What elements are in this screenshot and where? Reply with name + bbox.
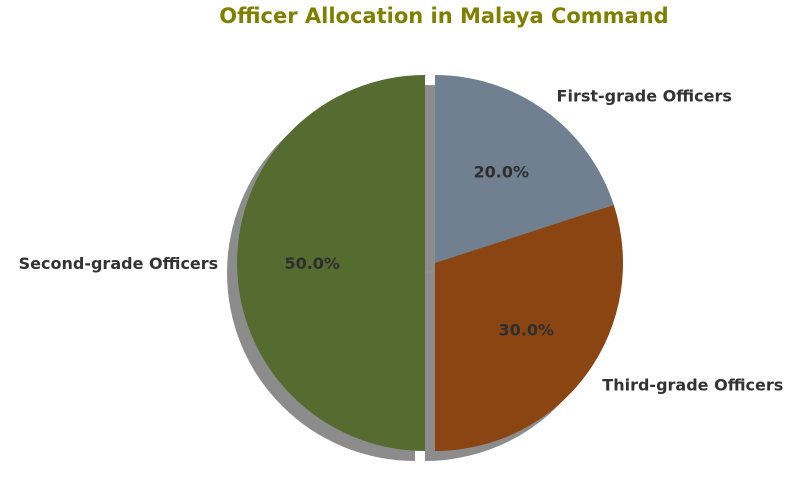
slice-label-second-grade-officers: Second-grade Officers	[19, 254, 219, 273]
pie-slice-first-grade-officers	[435, 75, 614, 263]
slice-value-second-grade-officers: 50.0%	[284, 254, 340, 273]
slice-value-first-grade-officers: 20.0%	[474, 163, 530, 182]
pie-slice-second-grade-officers	[237, 75, 425, 451]
slice-value-third-grade-officers: 30.0%	[498, 320, 554, 339]
pie-slices	[237, 75, 623, 451]
slice-label-first-grade-officers: First-grade Officers	[557, 87, 732, 106]
chart-title: Officer Allocation in Malaya Command	[219, 4, 668, 28]
pie-labels: First-grade Officers 20.0% Third-grade Off…	[19, 87, 784, 395]
slice-label-third-grade-officers: Third-grade Officers	[602, 376, 783, 395]
pie-slice-third-grade-officers	[435, 204, 623, 451]
